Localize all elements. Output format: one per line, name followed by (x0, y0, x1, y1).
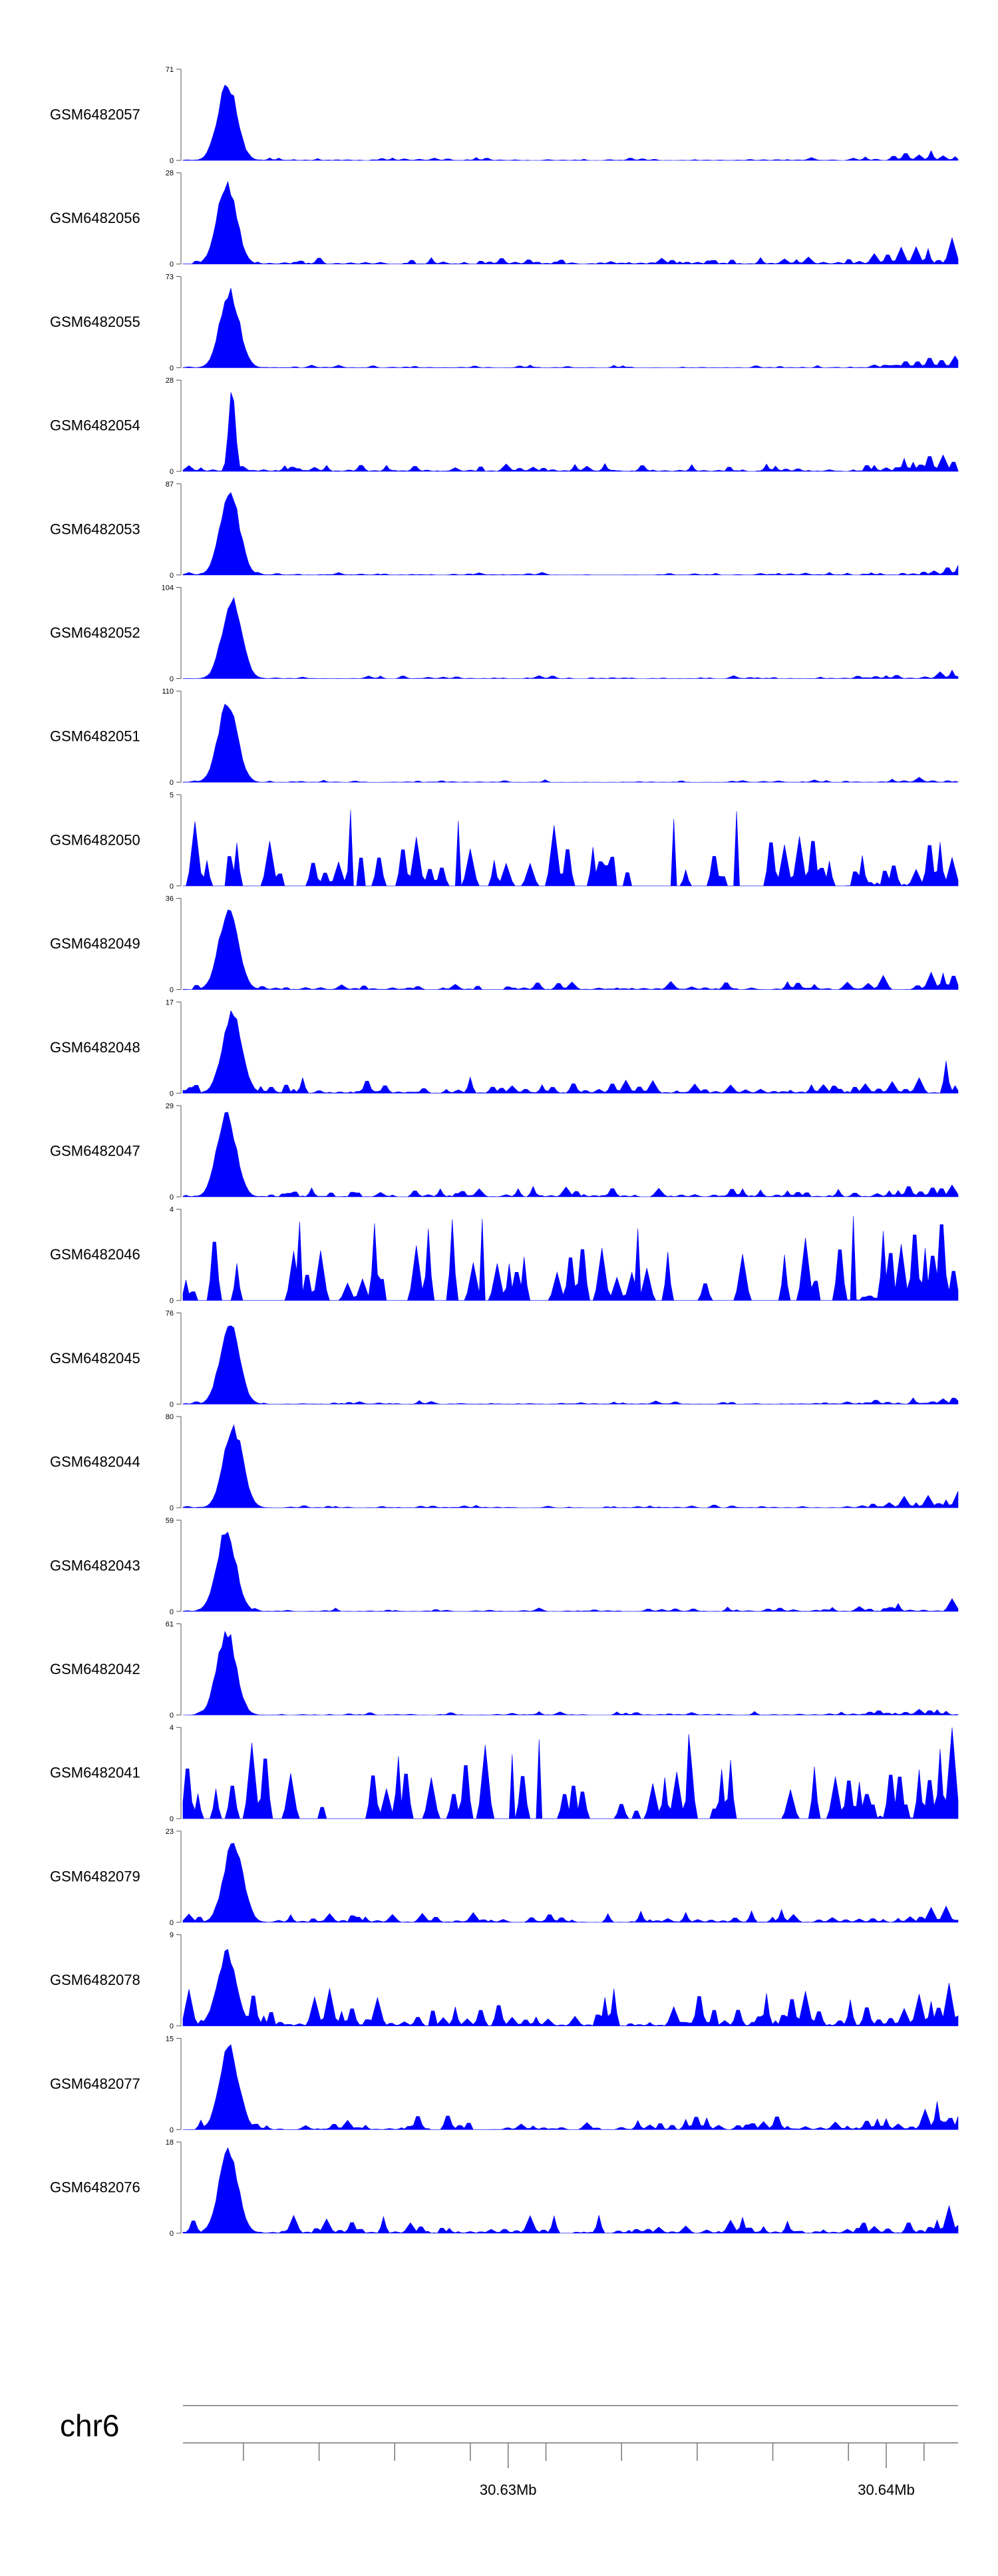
signal-area-gsm6482042 (183, 1631, 959, 1715)
y-axis-max-label: 80 (166, 1413, 174, 1421)
y-axis-min-label: 0 (170, 364, 174, 372)
y-axis-min-label: 0 (170, 1919, 174, 1927)
y-axis-min-label: 0 (170, 1400, 174, 1408)
signal-area-gsm6482078 (182, 1949, 959, 2026)
y-axis-max-label: 23 (166, 1828, 174, 1836)
y-axis-max-label: 73 (166, 273, 174, 281)
signal-area-gsm6482050 (183, 810, 959, 887)
y-axis-min-label: 0 (170, 468, 174, 476)
track-label-gsm6482078: GSM6482078 (50, 1972, 140, 1988)
track-label-gsm6482076: GSM6482076 (50, 2179, 140, 2196)
track-label-gsm6482054: GSM6482054 (50, 417, 140, 434)
signal-area-gsm6482057 (182, 85, 959, 161)
signal-area-gsm6482047 (182, 1112, 959, 1197)
y-axis-min-label: 0 (170, 1193, 174, 1201)
genome-tick-label: 30.63Mb (480, 2481, 537, 2498)
track-label-gsm6482043: GSM6482043 (50, 1557, 140, 1574)
y-axis-max-label: 15 (166, 2035, 174, 2043)
y-axis-min-label: 0 (170, 1712, 174, 1720)
track-label-gsm6482055: GSM6482055 (50, 314, 140, 330)
track-label-gsm6482047: GSM6482047 (50, 1143, 140, 1160)
signal-area-gsm6482051 (182, 704, 959, 783)
y-axis-max-label: 4 (170, 1724, 174, 1732)
track-label-gsm6482056: GSM6482056 (50, 210, 140, 226)
y-axis-min-label: 0 (170, 2126, 174, 2134)
signal-area-gsm6482077 (183, 2044, 959, 2130)
track-label-gsm6482052: GSM6482052 (50, 624, 140, 641)
track-label-gsm6482053: GSM6482053 (50, 521, 140, 537)
signal-area-gsm6482045 (182, 1325, 959, 1404)
track-label-gsm6482046: GSM6482046 (50, 1246, 140, 1263)
signal-area-gsm6482076 (182, 2147, 959, 2234)
signal-area-gsm6482055 (182, 288, 959, 368)
y-axis-max-label: 28 (166, 377, 174, 385)
signal-area-gsm6482041 (182, 1727, 959, 1819)
y-axis-max-label: 61 (166, 1621, 174, 1629)
y-axis-min-label: 0 (170, 1090, 174, 1098)
track-label-gsm6482049: GSM6482049 (50, 935, 140, 952)
signal-area-gsm6482044 (182, 1424, 959, 1508)
signal-area-gsm6482048 (182, 1010, 959, 1094)
y-axis-min-label: 0 (170, 779, 174, 787)
track-label-gsm6482044: GSM6482044 (50, 1454, 140, 1470)
y-axis-min-label: 0 (170, 676, 174, 684)
y-axis-min-label: 0 (170, 2230, 174, 2238)
y-axis-max-label: 36 (166, 895, 174, 903)
track-label-gsm6482050: GSM6482050 (50, 831, 140, 848)
y-axis-max-label: 104 (162, 584, 174, 592)
y-axis-max-label: 76 (166, 1309, 174, 1317)
y-axis-min-label: 0 (170, 986, 174, 994)
track-label-gsm6482079: GSM6482079 (50, 1868, 140, 1884)
y-axis-max-label: 110 (162, 688, 174, 696)
y-axis-max-label: 59 (166, 1517, 174, 1525)
y-axis-min-label: 0 (170, 572, 174, 580)
y-axis-min-label: 0 (170, 157, 174, 165)
track-label-gsm6482048: GSM6482048 (50, 1039, 140, 1056)
signal-area-gsm6482054 (182, 392, 959, 472)
y-axis-max-label: 71 (166, 66, 174, 74)
signal-area-gsm6482049 (182, 909, 959, 990)
track-label-gsm6482057: GSM6482057 (50, 107, 140, 123)
track-label-gsm6482042: GSM6482042 (50, 1661, 140, 1677)
y-axis-min-label: 0 (170, 1608, 174, 1616)
track-label-gsm6482077: GSM6482077 (50, 2075, 140, 2092)
y-axis-min-label: 0 (170, 883, 174, 891)
y-axis-min-label: 0 (170, 2023, 174, 2031)
y-axis-min-label: 0 (170, 261, 174, 269)
y-axis-max-label: 28 (166, 170, 174, 178)
y-axis-max-label: 18 (166, 2139, 174, 2147)
track-label-gsm6482045: GSM6482045 (50, 1350, 140, 1367)
y-axis-max-label: 17 (166, 998, 174, 1006)
signal-area-gsm6482079 (182, 1842, 959, 1923)
genome-tick-label: 30.64Mb (858, 2481, 915, 2498)
y-axis-max-label: 5 (170, 791, 174, 799)
y-axis-min-label: 0 (170, 1297, 174, 1305)
y-axis-min-label: 0 (170, 1815, 174, 1823)
signal-area-gsm6482052 (182, 596, 959, 679)
chromosome-label: chr6 (60, 2408, 119, 2443)
signal-area-gsm6482056 (182, 180, 959, 265)
track-label-gsm6482041: GSM6482041 (50, 1765, 140, 1781)
y-axis-min-label: 0 (170, 1504, 174, 1512)
y-axis-max-label: 87 (166, 481, 174, 489)
track-label-gsm6482051: GSM6482051 (50, 728, 140, 745)
signal-area-gsm6482053 (182, 492, 959, 576)
signal-area-gsm6482043 (182, 1532, 959, 1612)
signal-area-gsm6482046 (182, 1215, 959, 1301)
y-axis-max-label: 4 (170, 1206, 174, 1214)
y-axis-max-label: 9 (170, 1932, 174, 1940)
y-axis-max-label: 29 (166, 1102, 174, 1110)
